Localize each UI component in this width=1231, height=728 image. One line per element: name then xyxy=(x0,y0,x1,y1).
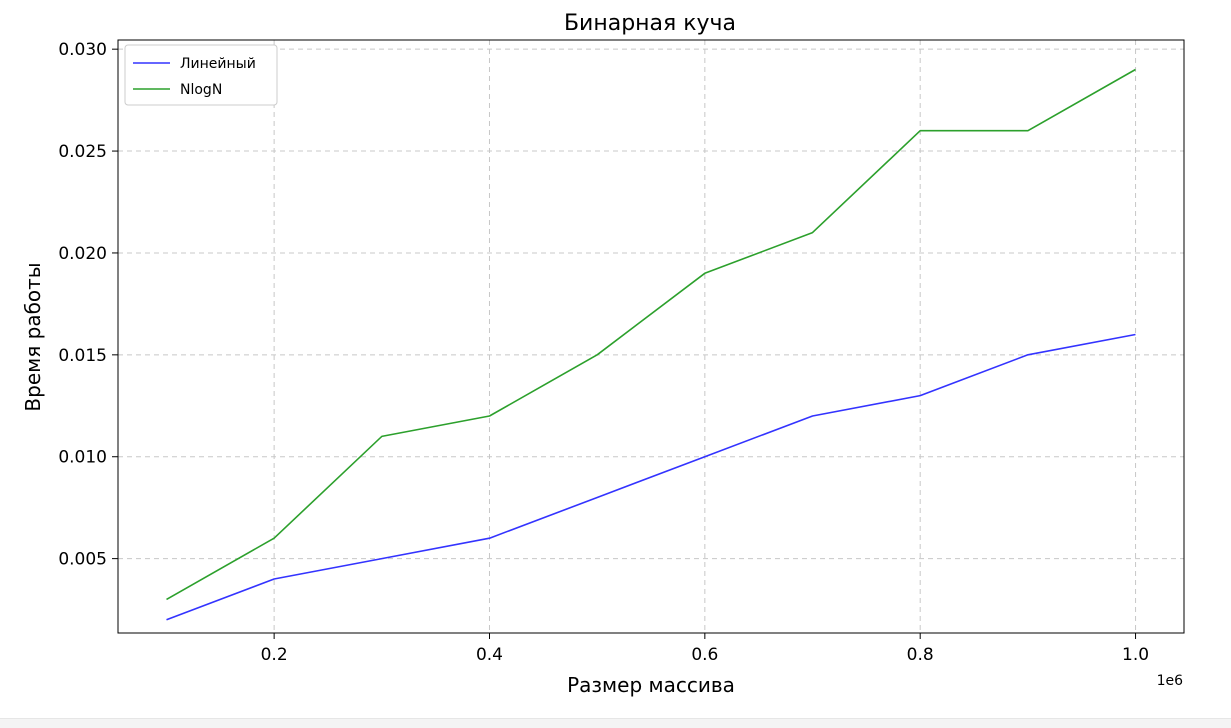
bottom-strip xyxy=(0,718,1231,728)
y-tick-label: 0.020 xyxy=(58,244,107,264)
series-line-nlogn xyxy=(166,68,1136,601)
legend: Линейный NlogN xyxy=(124,44,278,106)
legend-box xyxy=(124,44,278,106)
series-line-linear xyxy=(166,333,1136,621)
plot-area xyxy=(117,39,1185,634)
x-tick-label: 0.6 xyxy=(691,645,718,665)
legend-label: Линейный xyxy=(180,56,256,72)
x-axis-label: Размер массива xyxy=(567,673,735,697)
x-tick-label: 0.8 xyxy=(907,645,934,665)
legend-label: NlogN xyxy=(180,82,222,98)
y-tick-label: 0.010 xyxy=(58,448,107,468)
y-tick-label: 0.015 xyxy=(58,346,107,366)
series-lines xyxy=(166,68,1136,621)
x-axis-multiplier: 1e6 xyxy=(1157,673,1184,689)
y-tick-label: 0.025 xyxy=(58,142,107,162)
x-tick-label: 0.4 xyxy=(476,645,503,665)
chart-title: Бинарная куча xyxy=(564,11,736,36)
y-tick-label: 0.005 xyxy=(58,550,107,570)
x-tick-label: 0.2 xyxy=(261,645,288,665)
y-axis-ticks: 0.005 0.010 0.015 0.020 0.025 0.030 xyxy=(58,40,118,570)
x-tick-label: 1.0 xyxy=(1122,645,1149,665)
y-axis-label: Время работы xyxy=(21,262,45,411)
y-tick-label: 0.030 xyxy=(58,40,107,60)
grid-lines xyxy=(118,40,1184,633)
x-axis-ticks: 0.2 0.4 0.6 0.8 1.0 xyxy=(261,633,1149,665)
